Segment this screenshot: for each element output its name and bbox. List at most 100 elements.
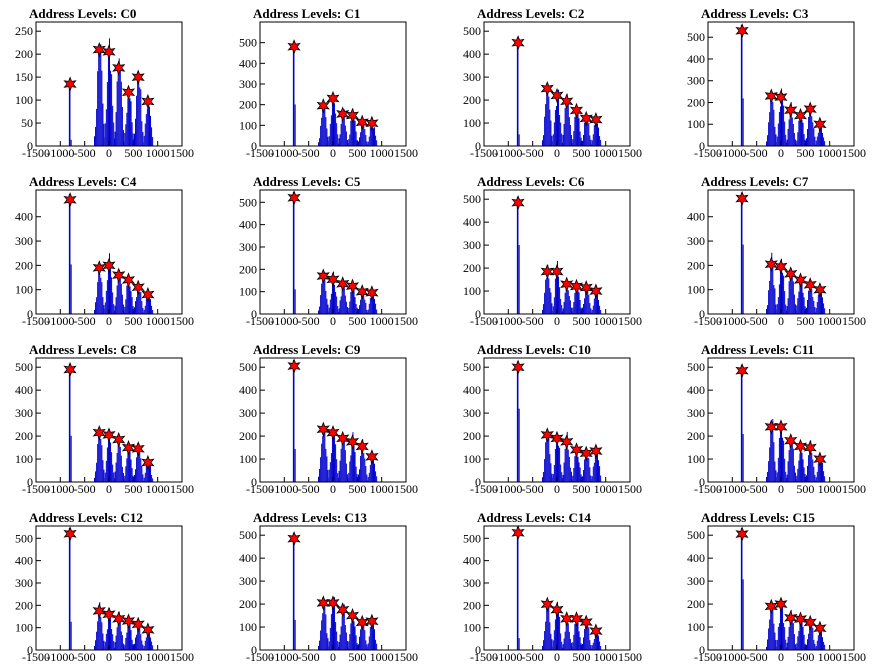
histogram-bar xyxy=(343,109,345,146)
y-tick-label: 100 xyxy=(463,452,481,466)
histogram-bar xyxy=(118,611,120,650)
histogram-bar xyxy=(807,128,809,146)
y-tick-label: 200 xyxy=(463,429,481,443)
histogram-bar xyxy=(778,623,780,650)
histogram-bar xyxy=(776,472,778,482)
histogram-bar xyxy=(561,647,563,650)
histogram-bar xyxy=(806,475,807,482)
y-tick-label: 500 xyxy=(239,195,257,209)
histogram-bar xyxy=(770,610,772,650)
histogram-bars xyxy=(68,194,154,314)
histogram-bar xyxy=(354,452,356,482)
histogram-bar xyxy=(117,443,119,482)
histogram-bar xyxy=(363,453,365,482)
histogram-bar xyxy=(340,448,342,482)
histogram-bar xyxy=(793,132,795,146)
histogram-bar xyxy=(814,643,816,650)
peak-marker xyxy=(774,419,788,435)
histogram-bar xyxy=(572,475,574,482)
histogram-bar xyxy=(137,625,139,650)
histogram-bar xyxy=(595,118,597,146)
histogram-bar xyxy=(136,634,138,650)
histogram-bar xyxy=(564,292,566,314)
histogram-bar xyxy=(562,644,564,650)
y-tick-label: 0 xyxy=(27,475,33,489)
histogram-bar xyxy=(791,117,793,146)
histogram-bar xyxy=(141,640,143,650)
histogram-bar xyxy=(116,627,118,650)
histogram-bar xyxy=(563,638,565,650)
histogram-bar xyxy=(70,264,72,314)
y-tick-label: 100 xyxy=(239,620,257,634)
histogram-bar xyxy=(785,647,787,650)
histogram-bar xyxy=(115,112,117,146)
histogram-bar xyxy=(818,626,820,650)
peak-marker xyxy=(511,359,525,375)
histogram-bar xyxy=(107,48,109,146)
histogram-bar xyxy=(800,280,802,314)
histogram-bar xyxy=(561,142,563,146)
histogram-bar xyxy=(769,447,771,482)
histogram-bar xyxy=(145,298,147,314)
histogram-bar xyxy=(813,466,815,482)
histogram-bar xyxy=(592,305,594,314)
histogram-bar xyxy=(822,132,824,146)
histogram-bar xyxy=(151,641,153,650)
histogram-bar xyxy=(814,306,816,314)
peak-marker xyxy=(511,194,525,211)
histogram-bar xyxy=(547,433,549,482)
histogram-bar xyxy=(547,607,549,650)
histogram-bar xyxy=(584,298,586,314)
histogram-bar xyxy=(558,276,560,314)
histogram-bar xyxy=(321,443,323,482)
x-tick-label: -500 xyxy=(74,146,96,160)
x-tick-label: -500 xyxy=(746,314,768,328)
peak-marker xyxy=(365,613,379,629)
y-tick-label: 500 xyxy=(239,360,257,374)
x-tick-label: 500 xyxy=(572,650,590,664)
peak-marker xyxy=(141,622,155,638)
y-tick-label: 300 xyxy=(15,576,33,590)
histogram-bar xyxy=(550,463,552,482)
panel-title: Address Levels: C15 xyxy=(701,510,815,525)
histogram-bar xyxy=(344,625,346,650)
histogram-bar xyxy=(129,623,131,650)
histogram-bar xyxy=(819,287,821,314)
histogram-bar xyxy=(345,301,347,314)
histogram-bar xyxy=(557,601,558,650)
histogram-bar xyxy=(796,643,798,650)
histogram-bar xyxy=(116,81,118,146)
histogram-bar xyxy=(823,471,825,482)
histogram-bar xyxy=(152,309,154,314)
peak-marker xyxy=(121,84,136,100)
panel-title: Address Levels: C10 xyxy=(477,342,591,357)
histogram-bar xyxy=(789,436,791,482)
histogram-bar xyxy=(111,629,113,650)
histogram-bar xyxy=(124,475,126,482)
histogram-bar xyxy=(563,301,565,314)
peak-marker xyxy=(345,278,360,294)
histogram-bar xyxy=(812,122,814,146)
histogram-bar xyxy=(542,140,544,146)
histogram-bar xyxy=(544,631,546,650)
peak-marker xyxy=(336,430,350,447)
peak-marker xyxy=(589,111,603,128)
histogram-bar xyxy=(784,291,786,314)
peak-marker xyxy=(112,60,126,76)
histogram-bar xyxy=(822,637,824,650)
histogram-bar xyxy=(368,472,370,482)
histogram-bar xyxy=(339,134,341,146)
histogram-bar xyxy=(557,100,558,146)
x-tick-label: -500 xyxy=(522,146,544,160)
histogram-bar xyxy=(593,125,595,146)
histogram-bar xyxy=(292,192,295,314)
histogram-bar xyxy=(546,605,548,650)
histogram-bar xyxy=(772,419,774,482)
histogram-bar xyxy=(768,122,770,146)
peak-marker xyxy=(121,439,136,456)
histogram-bar xyxy=(824,308,826,314)
histogram-bar xyxy=(137,449,139,482)
histogram-panel-c10: Address Levels: C10 0 100 200 300 400 500 -1500… xyxy=(463,342,642,496)
histogram-panel-c12: Address Levels: C12 0 100 200 300 400 500 -1500… xyxy=(15,510,194,664)
histogram-bars xyxy=(740,528,826,650)
